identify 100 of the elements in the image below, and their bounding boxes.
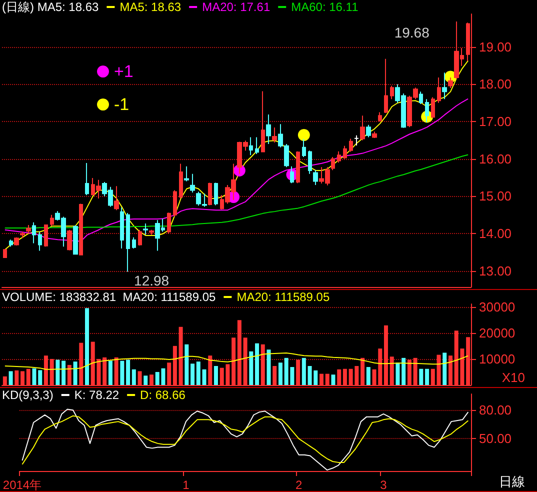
line-series [4, 154, 469, 228]
bar [108, 360, 112, 385]
bar [190, 364, 195, 385]
candlestick [290, 166, 294, 184]
candlestick [337, 150, 341, 164]
y-tick-label: 16.00 [479, 151, 512, 166]
x-tick-label: 3 [380, 478, 388, 492]
candlestick [190, 173, 195, 194]
x-tick-label: 2 [295, 478, 302, 492]
text: 日線 [499, 474, 525, 489]
bar [132, 369, 136, 385]
bar [302, 358, 306, 385]
y-tick-label: 18.00 [479, 76, 512, 92]
line-series [4, 60, 469, 250]
candlestick [214, 182, 218, 206]
bar [425, 368, 430, 385]
legend-label: MA60: 16.11 [291, 0, 359, 14]
line-series [4, 98, 469, 242]
bar [184, 344, 189, 385]
candlestick [431, 96, 435, 118]
candlestick [3, 249, 7, 258]
bar [8, 371, 13, 385]
candlestick [50, 214, 54, 227]
bar [255, 343, 260, 385]
bar [266, 350, 271, 385]
candlestick [442, 72, 447, 100]
y-tick-label: 80.00 [479, 402, 512, 418]
candlestick [255, 136, 259, 155]
candlestick [132, 236, 136, 250]
point [298, 129, 310, 141]
bar [402, 358, 406, 385]
chart-title: KD(9,3,3) [2, 388, 54, 402]
legend-label: MA20: 111589.05 [236, 290, 330, 304]
candlestick [390, 85, 394, 100]
candlestick [266, 114, 271, 144]
bar [249, 351, 254, 385]
candlestick [354, 134, 359, 146]
candlestick [32, 222, 36, 244]
candlestick [437, 76, 441, 104]
candlestick [126, 212, 130, 272]
candlestick [366, 124, 371, 138]
y-tick-label: 10000 [479, 351, 516, 366]
candlestick [384, 58, 388, 114]
candlestick [143, 223, 148, 236]
candlestick [85, 162, 89, 196]
bar [62, 360, 66, 385]
bar [366, 367, 370, 385]
bar [56, 360, 60, 385]
bar [196, 362, 200, 385]
annotation: 12.98 [134, 272, 170, 289]
candlestick [44, 224, 48, 248]
bar [73, 362, 78, 385]
candlestick [9, 239, 13, 248]
bar [396, 362, 400, 385]
candlestick [419, 91, 423, 105]
legend-label: MA20: 17.61 [202, 0, 270, 14]
chart-title: VOLUME: 183832.81 MA20: 111589.05 [2, 290, 216, 304]
candlestick [349, 138, 353, 152]
candlestick [173, 190, 177, 218]
legend-label: MA5: 18.63 [120, 0, 182, 14]
bar [85, 308, 90, 385]
legend-label: D: 68.66 [140, 388, 186, 402]
candlestick [313, 170, 318, 186]
line-series [4, 352, 469, 370]
y-tick-label: 50.00 [479, 431, 512, 446]
bar [32, 368, 36, 385]
y-tick-label: 15.00 [479, 188, 512, 204]
y-tick-label: 13.00 [479, 263, 512, 278]
candlestick [120, 206, 124, 250]
bar [278, 362, 282, 385]
candlestick [261, 90, 265, 153]
legend-label: K: 78.22 [74, 388, 120, 402]
bar [144, 376, 148, 385]
candlestick [249, 136, 253, 156]
y-tick-label: 17.00 [479, 114, 512, 130]
candlestick [208, 182, 212, 206]
candlestick [343, 145, 347, 160]
bar [214, 366, 218, 385]
text: X10 [502, 370, 526, 385]
candlestick [425, 98, 429, 123]
bar [202, 369, 206, 385]
candlestick [73, 224, 78, 255]
candlestick [14, 236, 19, 246]
chart-title: (日線) MA5: 18.63 [2, 0, 100, 14]
candlestick [167, 212, 171, 234]
bar [419, 368, 424, 385]
candlestick [26, 224, 31, 234]
candlestick [272, 127, 277, 143]
y-tick-label: 20000 [479, 325, 516, 340]
legend-label: -1 [114, 95, 130, 114]
candlestick [196, 191, 201, 206]
annotation: 19.68 [394, 24, 430, 40]
x-tick-label: 1 [182, 478, 190, 492]
x-tick-label: 2014年 [2, 478, 42, 492]
y-tick-label: 19.00 [479, 39, 512, 54]
candlestick [20, 231, 25, 239]
candlestick [378, 112, 382, 122]
legend-label: +1 [114, 62, 134, 81]
line-series [22, 408, 469, 471]
candlestick [79, 203, 83, 256]
